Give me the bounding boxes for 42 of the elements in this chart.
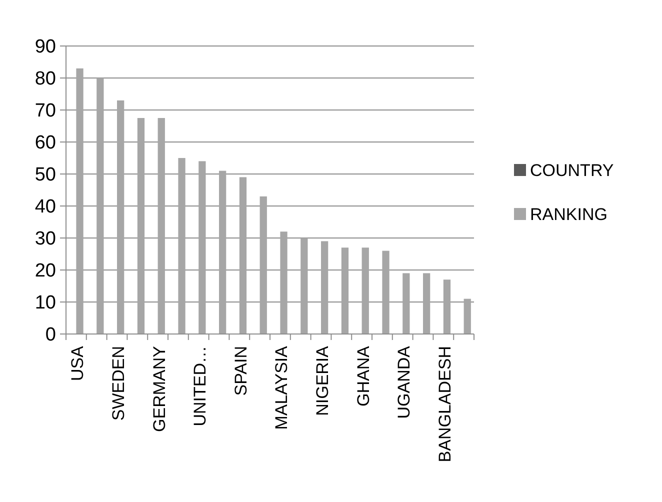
bar <box>280 232 288 334</box>
bar <box>239 177 247 334</box>
bar <box>178 158 186 334</box>
x-tick-label: SWEDEN <box>109 346 128 421</box>
bar <box>300 238 308 334</box>
bar <box>117 100 124 334</box>
x-tick-label: USA <box>68 345 88 381</box>
bar <box>423 273 430 334</box>
y-tick-label: 10 <box>34 292 56 314</box>
x-tick-label: SPAIN <box>231 346 250 396</box>
x-tick-label: UNITED… <box>190 346 210 426</box>
x-tick-label: GHANA <box>354 345 373 406</box>
x-tick-label: BANGLADESH <box>435 346 454 462</box>
bar <box>158 118 165 334</box>
y-tick-label: 80 <box>34 68 56 90</box>
bar <box>341 248 349 334</box>
y-tick-label: 40 <box>34 196 56 218</box>
y-tick-label: 90 <box>34 36 56 58</box>
y-tick-label: 30 <box>34 228 56 250</box>
y-tick-label: 60 <box>34 132 56 154</box>
legend-label: RANKING <box>530 204 608 224</box>
bar <box>260 196 267 334</box>
y-tick-label: 50 <box>34 164 56 186</box>
bar <box>198 161 206 334</box>
bar <box>76 68 84 334</box>
bar <box>382 250 390 334</box>
bar <box>402 273 410 334</box>
bar <box>137 118 145 334</box>
legend-label: COUNTRY <box>530 160 614 180</box>
x-tick-label: UGANDA <box>394 345 414 419</box>
y-tick-label: 0 <box>45 324 56 346</box>
bar <box>362 248 369 334</box>
x-tick-label: GERMANY <box>150 346 169 432</box>
bar <box>443 280 451 334</box>
bar <box>321 241 328 334</box>
bar <box>96 78 104 334</box>
bar <box>219 170 226 334</box>
x-tick-label: MALAYSIA <box>272 345 292 430</box>
x-tick-label: NIGERIA <box>313 345 332 416</box>
bar <box>464 298 471 334</box>
y-tick-label: 70 <box>34 100 56 122</box>
y-tick-label: 20 <box>34 260 56 282</box>
